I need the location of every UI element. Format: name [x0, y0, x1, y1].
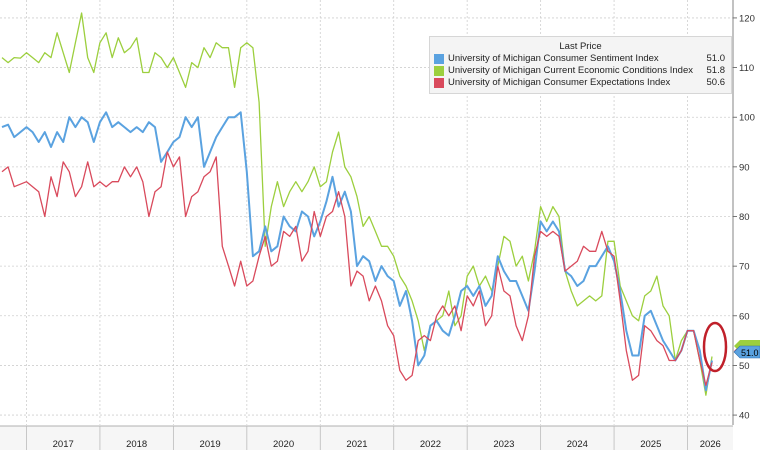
x-tick-label: 2023 [493, 439, 514, 450]
x-tick-label: 2019 [200, 439, 221, 450]
legend-value-current: 51.8 [706, 65, 726, 76]
last-value-tags: 51.0 [733, 340, 760, 359]
x-tick-label: 2026 [700, 439, 721, 450]
legend-name-expectations: University of Michigan Consumer Expectat… [448, 77, 671, 88]
legend-value-sentiment: 51.0 [706, 53, 726, 64]
legend-swatch-sentiment [434, 54, 444, 64]
legend-value-expectations: 50.6 [706, 77, 726, 88]
y-tick-label: 110 [739, 63, 754, 74]
x-axis-band [0, 426, 733, 450]
grid [0, 0, 733, 425]
x-tick-label: 2025 [640, 439, 661, 450]
y-tick-label: 60 [739, 311, 750, 322]
legend-row-sentiment: University of Michigan Consumer Sentimen… [434, 53, 727, 65]
y-tick-label: 40 [739, 411, 750, 422]
value-tag-label: 51.0 [741, 348, 759, 358]
x-tick-label: 2024 [567, 439, 588, 450]
x-axis: 2017 2018 2019 2020 2021 2022 2023 2024 2025 2026 [0, 425, 733, 450]
y-tick-label: 70 [739, 262, 750, 273]
legend-swatch-expectations [434, 78, 444, 88]
x-tick-label: 2022 [420, 439, 441, 450]
y-tick-label: 80 [739, 212, 750, 223]
legend-name-sentiment: University of Michigan Consumer Sentimen… [448, 53, 659, 64]
x-tick-label: 2017 [53, 439, 74, 450]
legend: Last Price University of Michigan Consum… [429, 36, 732, 94]
series-lines [1, 12, 713, 396]
legend-row-current: University of Michigan Current Economic … [434, 65, 727, 77]
series-line-3 [1, 151, 713, 386]
legend-swatch-current [434, 66, 444, 76]
series-line-1 [1, 12, 713, 396]
legend-name-current: University of Michigan Current Economic … [448, 65, 693, 76]
x-tick-label: 2018 [126, 439, 147, 450]
y-tick-label: 90 [739, 162, 750, 173]
highlight-circle [702, 321, 728, 373]
x-tick-label: 2020 [273, 439, 294, 450]
x-tick-label: 2021 [346, 439, 367, 450]
y-tick-label: 100 [739, 113, 755, 124]
y-tick-label: 120 [739, 13, 755, 24]
legend-row-expectations: University of Michigan Consumer Expectat… [434, 77, 727, 89]
legend-title: Last Price [559, 41, 602, 52]
y-axis: 40 50 60 70 80 90 100 110 120 [732, 0, 755, 425]
y-tick-label: 50 [739, 361, 750, 372]
series-line-2 [1, 111, 713, 392]
value-tag-blue [733, 345, 760, 359]
